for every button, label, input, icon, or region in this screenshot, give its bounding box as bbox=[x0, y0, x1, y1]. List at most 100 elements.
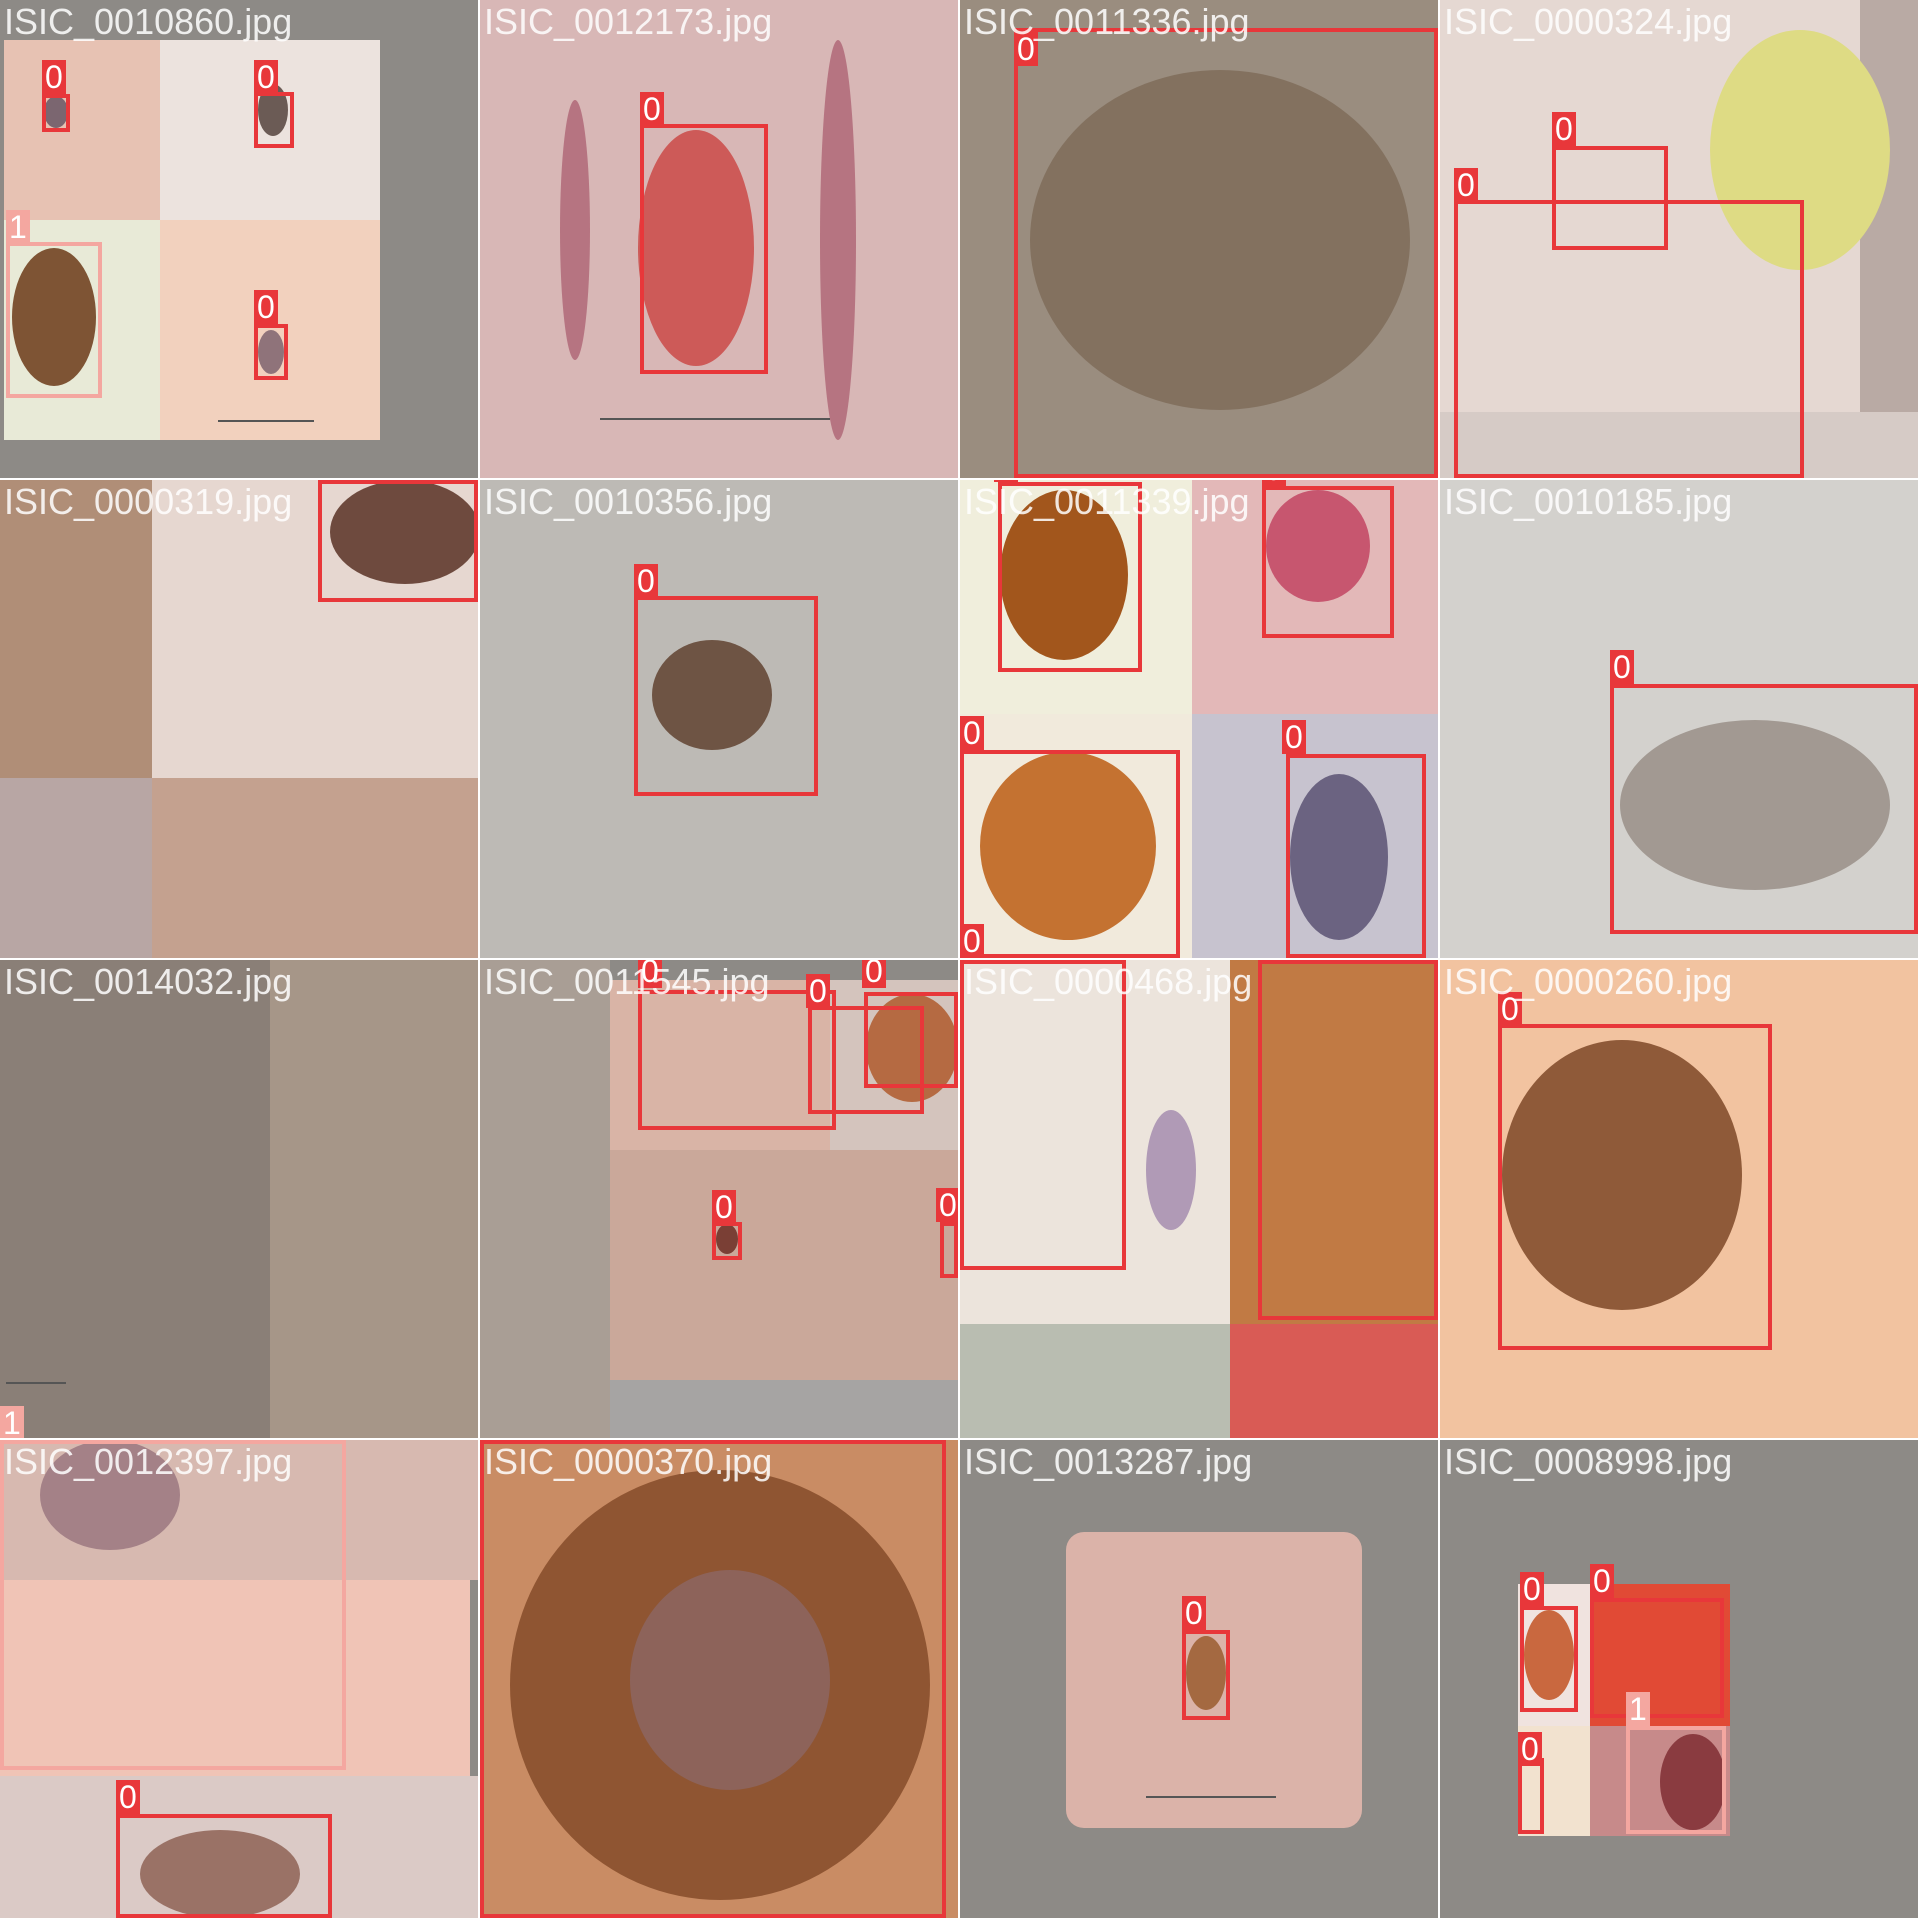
sub-image bbox=[1440, 480, 1918, 958]
sub-image bbox=[0, 1580, 470, 1776]
lesion-center bbox=[630, 1570, 830, 1790]
sub-image bbox=[610, 1380, 958, 1438]
bbox-class-0 bbox=[712, 1222, 742, 1260]
lesion bbox=[1030, 70, 1410, 410]
bbox-class-0 bbox=[1262, 486, 1394, 638]
bbox-class-0 bbox=[638, 990, 836, 1130]
sub-image bbox=[152, 778, 478, 958]
tile-9: ISIC_0011545.jpg 0 0 0 0 0 0 bbox=[480, 960, 958, 1438]
bbox-label: 0 bbox=[116, 1780, 140, 1814]
bbox-class-0 bbox=[634, 596, 818, 796]
sub-image bbox=[610, 980, 830, 1150]
bbox-class-0 bbox=[998, 482, 1142, 672]
bbox-class-0 bbox=[1590, 1598, 1724, 1718]
sub-image bbox=[1590, 1584, 1730, 1726]
tile-4: ISIC_0000319.jpg 0 bbox=[0, 480, 478, 958]
bbox-class-0 bbox=[940, 1222, 958, 1278]
bbox-class-0 bbox=[42, 94, 70, 132]
lesion bbox=[1524, 1610, 1574, 1700]
bbox-label: 0 bbox=[1498, 992, 1522, 1026]
marker-line bbox=[560, 100, 590, 360]
bbox-class-0 bbox=[1286, 754, 1426, 958]
bbox-class-0 bbox=[116, 1814, 332, 1918]
bbox-class-0 bbox=[640, 124, 768, 374]
lesion bbox=[258, 330, 284, 374]
lesion bbox=[1620, 720, 1890, 890]
bbox-class-0 bbox=[1518, 1758, 1544, 1834]
bbox-label: 0 bbox=[936, 1188, 958, 1222]
bbox-label: 0 bbox=[1590, 1564, 1614, 1598]
bbox-label: 1 bbox=[0, 1406, 24, 1438]
bbox-label: 0 bbox=[254, 60, 278, 94]
bbox-class-0 bbox=[1552, 146, 1668, 250]
bbox-label: 0 bbox=[640, 92, 664, 126]
bbox-class-0 bbox=[960, 750, 1180, 958]
bbox-class-0 bbox=[864, 992, 958, 1088]
bbox-label: 0 bbox=[960, 716, 984, 750]
tile-0: ISIC_0010860.jpg 0 0 1 0 bbox=[0, 0, 478, 478]
filename-label: ISIC_0010860.jpg bbox=[4, 1, 293, 42]
bbox-label: 0 bbox=[1182, 1596, 1206, 1630]
bbox-label: 0 bbox=[1552, 112, 1576, 146]
bbox-label: 0 bbox=[806, 974, 830, 1008]
lesion bbox=[40, 1440, 180, 1550]
lesion bbox=[1266, 490, 1370, 602]
bbox-class-0 bbox=[1498, 1024, 1772, 1350]
tile-8: ISIC_0014032.jpg 1 bbox=[0, 960, 478, 1438]
bbox-class-1 bbox=[1626, 1726, 1726, 1834]
lesion bbox=[1146, 1110, 1196, 1230]
bbox-label: 0 bbox=[1454, 168, 1478, 202]
bbox-label: 0 bbox=[1610, 650, 1634, 684]
bbox-class-0 bbox=[1454, 200, 1804, 478]
tile-1: ISIC_0012173.jpg 0 bbox=[480, 0, 958, 478]
bbox-label: 1 bbox=[6, 210, 30, 244]
bbox-class-1 bbox=[0, 1440, 346, 1770]
sub-image bbox=[270, 960, 478, 1438]
bbox-label: 0 bbox=[254, 290, 278, 324]
lesion bbox=[12, 248, 96, 386]
tile-3: ISIC_0000324.jpg 0 0 bbox=[1440, 0, 1918, 478]
sub-image bbox=[1230, 1324, 1438, 1438]
lesion bbox=[980, 752, 1156, 940]
bbox-label: 0 bbox=[1014, 32, 1038, 66]
sub-image bbox=[0, 960, 270, 1438]
bbox-class-0 bbox=[254, 324, 288, 380]
sub-image bbox=[0, 480, 152, 778]
bbox-label: 0 bbox=[1518, 1732, 1542, 1766]
marker-line bbox=[820, 40, 856, 440]
bbox-class-0 bbox=[1520, 1606, 1578, 1712]
lesion bbox=[1186, 1636, 1226, 1710]
lesion bbox=[1660, 1734, 1726, 1830]
sub-image bbox=[1440, 412, 1918, 478]
tile-13: ISIC_0000370.jpg 0 bbox=[480, 1440, 958, 1918]
bbox-label: 0 bbox=[960, 924, 984, 958]
bbox-label: 0 bbox=[1282, 720, 1306, 754]
lesion bbox=[1000, 490, 1128, 660]
ruler bbox=[6, 1382, 66, 1384]
sub-image bbox=[4, 40, 160, 220]
lesion bbox=[44, 96, 68, 128]
bbox-class-0 bbox=[480, 1440, 946, 1918]
lesion bbox=[330, 480, 478, 584]
ruler bbox=[218, 420, 314, 422]
sub-image bbox=[610, 1150, 958, 1380]
bbox-class-0 bbox=[1014, 28, 1438, 478]
bbox-label: 0 bbox=[1520, 1572, 1544, 1606]
ruler bbox=[1146, 1796, 1276, 1798]
sub-image bbox=[480, 960, 610, 1438]
bbox-label: 0 bbox=[712, 1190, 736, 1224]
tile-11: ISIC_0000260.jpg 0 bbox=[1440, 960, 1918, 1438]
lesion bbox=[140, 1830, 300, 1918]
bbox-label: 0 bbox=[1258, 960, 1282, 964]
tile-2: ISIC_0011336.jpg 0 bbox=[960, 0, 1438, 478]
bbox-label: 0 bbox=[638, 960, 662, 988]
tile-14: ISIC_0013287.jpg 0 bbox=[960, 1440, 1438, 1918]
tile-7: ISIC_0010185.jpg 0 bbox=[1440, 480, 1918, 958]
bbox-class-0 bbox=[1610, 684, 1918, 934]
bbox-class-1 bbox=[6, 242, 102, 398]
bbox-class-0 bbox=[1182, 1630, 1230, 1720]
tile-12: ISIC_0012397.jpg 1 0 bbox=[0, 1440, 478, 1918]
bbox-class-0 bbox=[318, 480, 478, 602]
tile-10: ISIC_0000468.jpg 0 bbox=[960, 960, 1438, 1438]
